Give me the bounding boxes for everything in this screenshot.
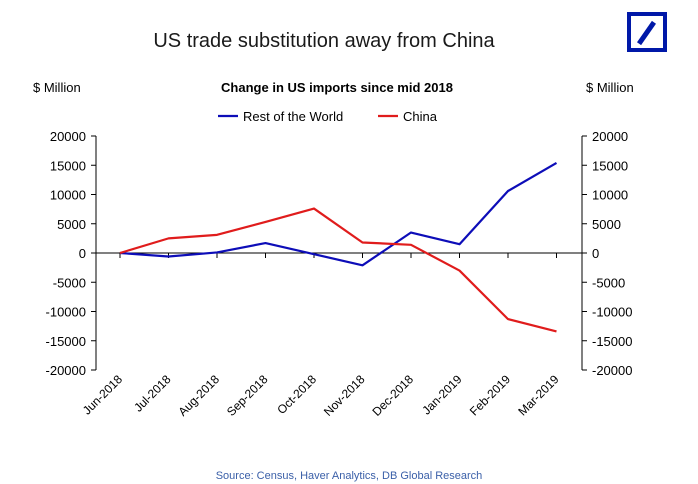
x-category-label: Jan-2019 — [419, 372, 465, 418]
right-y-tick-label: 10000 — [592, 188, 628, 203]
x-category-label: Sep-2018 — [224, 372, 271, 419]
left-y-tick-label: -5000 — [53, 275, 86, 290]
right-y-tick-label: -10000 — [592, 305, 632, 320]
x-category-label: Feb-2019 — [467, 372, 513, 418]
right-y-tick-label: 0 — [592, 246, 599, 261]
right-y-tick-label: -20000 — [592, 363, 632, 378]
right-y-tick-label: -15000 — [592, 334, 632, 349]
legend-label: Rest of the World — [243, 109, 343, 124]
series-line-0 — [119, 161, 558, 267]
chart-subtitle: Change in US imports since mid 2018 — [0, 80, 698, 95]
x-category-label: Jun-2018 — [80, 372, 126, 418]
left-y-tick-label: 15000 — [50, 158, 86, 173]
left-y-tick-label: 10000 — [50, 188, 86, 203]
deutsche-bank-logo-icon — [627, 12, 667, 52]
chart-title: US trade substitution away from China — [153, 30, 495, 52]
left-y-tick-label: -10000 — [46, 305, 86, 320]
x-category-label: Oct-2018 — [274, 372, 319, 417]
left-y-tick-label: 20000 — [50, 129, 86, 144]
legend-label: China — [403, 109, 438, 124]
source-note: Source: Census, Haver Analytics, DB Glob… — [215, 470, 483, 482]
series-line-1 — [119, 207, 557, 333]
left-y-tick-label: -20000 — [46, 363, 86, 378]
right-y-tick-label: 20000 — [592, 129, 628, 144]
right-y-tick-label: 5000 — [592, 217, 621, 232]
x-category-label: Nov-2018 — [321, 372, 368, 419]
left-y-tick-label: 5000 — [57, 217, 86, 232]
x-category-label: Mar-2019 — [515, 372, 561, 418]
right-y-tick-label: 15000 — [592, 158, 628, 173]
x-category-label: Dec-2018 — [369, 372, 416, 419]
left-y-tick-label: 0 — [79, 246, 86, 261]
subtitle-text: Change in US imports since mid 2018 — [221, 80, 453, 95]
x-category-label: Aug-2018 — [175, 372, 222, 419]
x-category-label: Jul-2018 — [131, 372, 174, 415]
left-y-tick-label: -15000 — [46, 334, 86, 349]
right-y-tick-label: -5000 — [592, 275, 625, 290]
right-axis-unit: $ Million — [586, 80, 634, 95]
left-axis-unit: $ Million — [33, 80, 81, 95]
